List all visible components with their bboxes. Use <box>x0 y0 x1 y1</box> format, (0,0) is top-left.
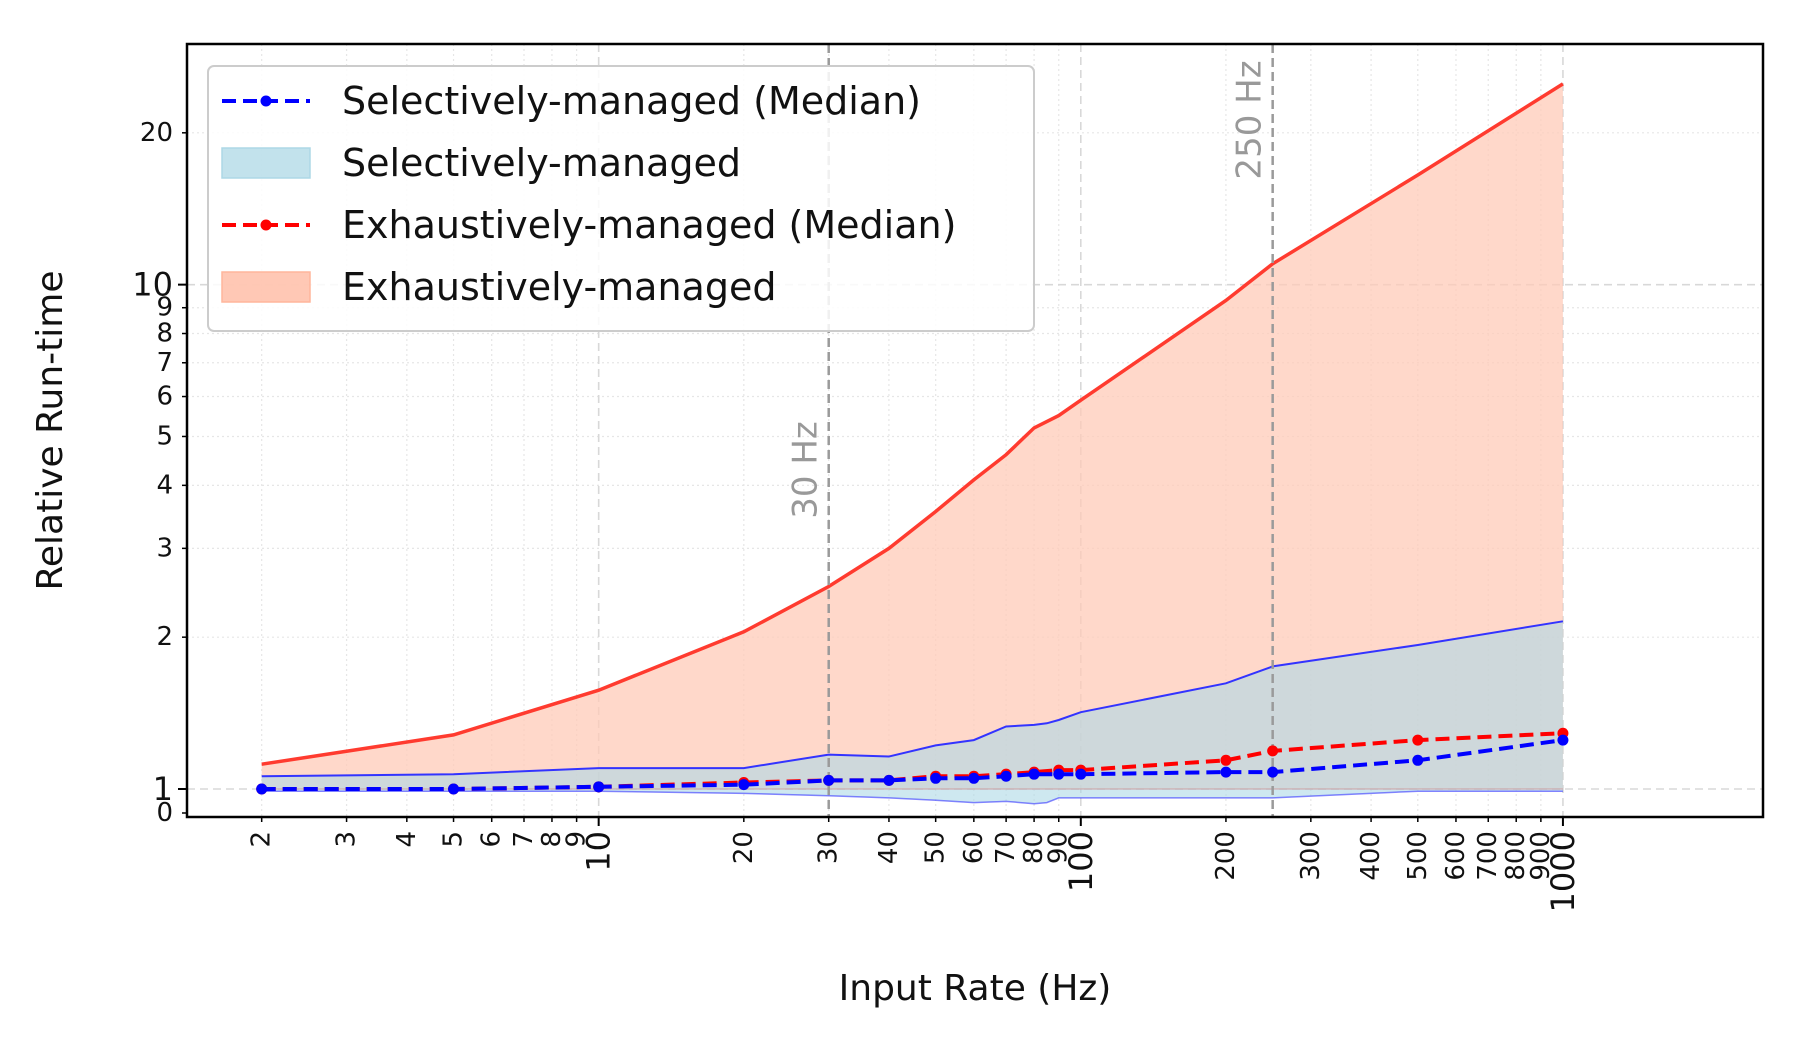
x-axis-label: Input Rate (Hz) <box>839 968 1112 1009</box>
x-tick-label: 800 <box>1501 831 1531 881</box>
median-point <box>1028 768 1040 780</box>
legend-label: Exhaustively-managed <box>342 265 776 309</box>
x-tick-label: 600 <box>1441 831 1471 881</box>
x-tick-label: 700 <box>1473 831 1503 881</box>
x-tick-label: 10 <box>580 831 618 872</box>
y-tick-label: 8 <box>156 319 173 349</box>
x-tick-label: 2 <box>247 831 277 848</box>
x-tick-label: 90 <box>1044 831 1074 864</box>
vline-label: 250 Hz <box>1230 60 1270 179</box>
x-tick-label: 6 <box>477 831 507 848</box>
legend-swatch-marker <box>260 219 272 231</box>
y-tick-label: 6 <box>156 382 173 412</box>
band-lower-line <box>261 790 1563 805</box>
vline-layer: 30 Hz 250 Hz <box>786 44 1274 817</box>
y-axis-label: Relative Run-time <box>30 271 71 591</box>
median-point <box>1557 734 1569 746</box>
legend-label: Selectively-managed (Median) <box>342 79 921 123</box>
legend: Selectively-managed (Median) Selectively-… <box>207 65 1035 332</box>
median-point <box>738 779 750 791</box>
median-point <box>256 783 268 795</box>
x-tick-label: 200 <box>1211 831 1241 881</box>
median-layer <box>256 727 1569 795</box>
legend-box <box>207 65 1035 332</box>
x-tick-label: 20 <box>729 831 759 864</box>
x-tick-label: 30 <box>814 831 844 864</box>
y-tick-label: 0 <box>156 798 173 828</box>
median-point <box>823 774 835 786</box>
median-point <box>1412 734 1424 746</box>
x-tick-label: 70 <box>991 831 1021 864</box>
y-tick-label: 20 <box>140 118 173 148</box>
median-point <box>448 783 460 795</box>
legend-label: Exhaustively-managed (Median) <box>342 203 956 247</box>
median-point <box>930 772 942 784</box>
legend-swatch-marker <box>260 95 272 107</box>
median-point <box>1220 754 1232 766</box>
legend-swatch-patch <box>221 271 311 303</box>
x-tick-label: 9 <box>562 831 592 848</box>
median-point <box>1000 770 1012 782</box>
median-point <box>1220 766 1232 778</box>
y-tick-label: 4 <box>156 470 173 500</box>
median-point <box>883 774 895 786</box>
plot-frame <box>185 42 1765 819</box>
median-point <box>593 781 605 793</box>
y-tick-label: 7 <box>156 348 173 378</box>
median-line <box>261 738 1564 791</box>
median-point <box>1412 754 1424 766</box>
legend-label: Selectively-managed <box>342 141 741 185</box>
y-tick-label: 10 <box>132 266 173 304</box>
x-tick-label: 40 <box>874 831 904 864</box>
x-tick-label: 900 <box>1526 831 1556 881</box>
median-point <box>1267 766 1279 778</box>
x-tick-label: 50 <box>921 831 951 864</box>
x-tick-label: 5 <box>439 831 469 848</box>
band-upper-line <box>261 620 1564 778</box>
median-point <box>1075 768 1087 780</box>
x-tick-label: 60 <box>959 831 989 864</box>
x-tick-label: 7 <box>509 831 539 848</box>
y-tick-label: 9 <box>156 293 173 323</box>
x-tick-label: 100 <box>1062 831 1100 892</box>
band-area <box>261 83 1563 789</box>
y-tick-label: 5 <box>156 421 173 451</box>
y-tick-label: 3 <box>156 533 173 563</box>
x-tick-label: 8 <box>537 831 567 848</box>
x-tick-label: 400 <box>1356 831 1386 881</box>
median-point <box>1267 745 1279 757</box>
x-tick-label: 1000 <box>1544 831 1582 912</box>
median-point <box>968 772 980 784</box>
vline-label: 30 Hz <box>786 421 826 518</box>
x-tick-label: 4 <box>392 831 422 848</box>
y-tick-label: 2 <box>156 622 173 652</box>
y-tick-label: 1 <box>153 770 173 808</box>
x-tick-label: 500 <box>1403 831 1433 881</box>
x-tick-label: 300 <box>1296 831 1326 881</box>
median-point <box>1053 768 1065 780</box>
x-tick-label: 80 <box>1019 831 1049 864</box>
x-tick-label: 3 <box>332 831 362 848</box>
band-upper-line <box>261 82 1564 766</box>
legend-swatch-patch <box>221 147 311 179</box>
